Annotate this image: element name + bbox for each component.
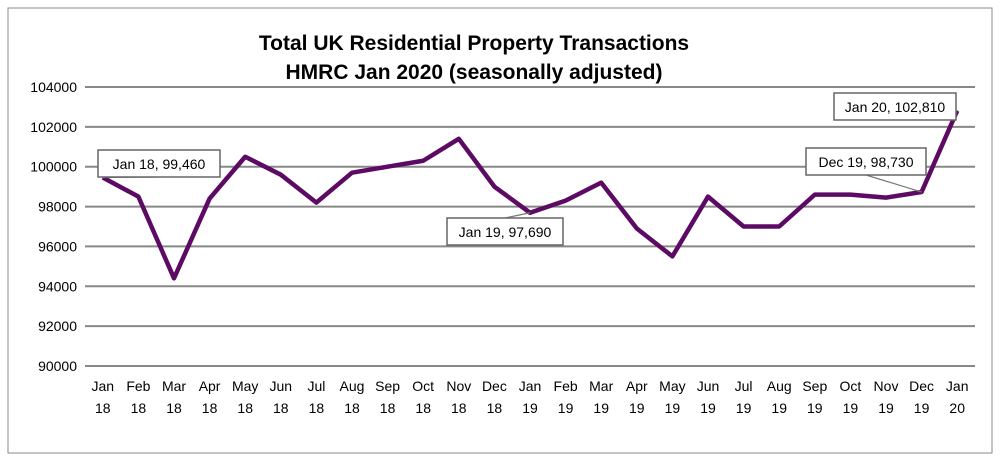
y-tick-label: 96000 bbox=[38, 238, 77, 254]
x-tick-label: 19 bbox=[593, 400, 609, 416]
x-tick-label: Feb bbox=[554, 378, 578, 394]
x-tick-label: Feb bbox=[126, 378, 150, 394]
data-point bbox=[244, 156, 246, 158]
y-tick-label: 102000 bbox=[30, 119, 77, 135]
x-tick-label: Nov bbox=[874, 378, 899, 394]
x-tick-label: Oct bbox=[412, 378, 434, 394]
annotation-label: Jan 20, 102,810 bbox=[845, 99, 946, 115]
data-point bbox=[778, 226, 780, 227]
x-tick-label: Sep bbox=[375, 378, 400, 394]
x-tick-label: Jan bbox=[92, 378, 115, 394]
x-tick-label: 18 bbox=[415, 400, 431, 416]
x-tick-label: 19 bbox=[700, 400, 716, 416]
x-tick-label: 18 bbox=[309, 400, 325, 416]
x-tick-label: 19 bbox=[665, 400, 681, 416]
data-point bbox=[671, 255, 673, 257]
y-tick-label: 94000 bbox=[38, 278, 77, 294]
data-point bbox=[565, 200, 567, 202]
x-tick-label: Jan bbox=[519, 378, 542, 394]
data-point bbox=[387, 166, 389, 168]
x-tick-label: Apr bbox=[626, 378, 648, 394]
x-tick-label: 19 bbox=[629, 400, 645, 416]
x-tick-label: 18 bbox=[166, 400, 182, 416]
x-tick-label: Aug bbox=[340, 378, 365, 394]
x-tick-label: Jan bbox=[946, 378, 969, 394]
x-tick-label: 18 bbox=[131, 400, 147, 416]
x-tick-label: Oct bbox=[840, 378, 862, 394]
annotation-label: Jan 19, 97,690 bbox=[459, 224, 552, 240]
x-tick-label: Jun bbox=[270, 378, 293, 394]
y-tick-label: 98000 bbox=[38, 199, 77, 215]
x-tick-label: Apr bbox=[199, 378, 221, 394]
x-tick-label: 19 bbox=[522, 400, 538, 416]
x-tick-label: 20 bbox=[949, 400, 965, 416]
annotation-box bbox=[833, 92, 957, 121]
x-tick-label: Sep bbox=[802, 378, 827, 394]
x-tick-label: Jul bbox=[735, 378, 753, 394]
x-tick-label: 18 bbox=[237, 400, 253, 416]
data-point bbox=[885, 197, 887, 199]
annotation-leader bbox=[865, 174, 922, 193]
annotation-box bbox=[97, 149, 221, 178]
x-tick-label: 19 bbox=[807, 400, 823, 416]
data-point bbox=[636, 227, 638, 229]
data-point bbox=[280, 174, 282, 176]
x-tick-label: Dec bbox=[909, 378, 934, 394]
data-point bbox=[849, 194, 851, 196]
x-tick-label: 18 bbox=[95, 400, 111, 416]
data-point bbox=[137, 196, 139, 198]
y-tick-label: 100000 bbox=[30, 159, 77, 175]
x-tick-label: Mar bbox=[162, 378, 186, 394]
annotation-label: Jan 18, 99,460 bbox=[113, 156, 206, 172]
x-tick-label: 18 bbox=[451, 400, 467, 416]
data-point bbox=[422, 160, 424, 162]
x-tick-label: 19 bbox=[914, 400, 930, 416]
x-tick-label: Jul bbox=[307, 378, 325, 394]
annotation-box bbox=[805, 147, 927, 176]
data-point bbox=[315, 202, 317, 204]
x-tick-label: 18 bbox=[202, 400, 218, 416]
x-tick-label: 18 bbox=[487, 400, 503, 416]
annotation-leader bbox=[504, 212, 531, 219]
chart-title: Total UK Residential Property Transactio… bbox=[259, 32, 689, 55]
x-tick-label: Dec bbox=[482, 378, 507, 394]
x-tick-label: 18 bbox=[344, 400, 360, 416]
data-point bbox=[458, 138, 460, 140]
x-tick-label: May bbox=[232, 378, 258, 394]
data-point bbox=[493, 186, 495, 188]
y-tick-label: 90000 bbox=[38, 358, 77, 374]
x-tick-label: Nov bbox=[446, 378, 471, 394]
y-tick-label: 104000 bbox=[30, 79, 77, 95]
chart-subtitle: HMRC Jan 2020 (seasonally adjusted) bbox=[286, 61, 663, 84]
x-tick-label: May bbox=[659, 378, 685, 394]
x-tick-label: Jun bbox=[697, 378, 720, 394]
x-tick-label: 18 bbox=[380, 400, 396, 416]
data-point bbox=[707, 196, 709, 198]
x-tick-label: 18 bbox=[273, 400, 289, 416]
data-point bbox=[173, 277, 175, 279]
annotation-label: Dec 19, 98,730 bbox=[819, 154, 914, 170]
x-tick-label: Aug bbox=[767, 378, 792, 394]
annotation-box bbox=[446, 217, 564, 246]
x-tick-label: 19 bbox=[558, 400, 574, 416]
data-point bbox=[814, 194, 816, 196]
data-point bbox=[600, 182, 602, 184]
data-point bbox=[351, 172, 353, 174]
x-tick-label: 19 bbox=[771, 400, 787, 416]
x-tick-label: 19 bbox=[878, 400, 894, 416]
data-point bbox=[743, 226, 745, 227]
data-point bbox=[209, 198, 211, 200]
y-tick-label: 92000 bbox=[38, 318, 77, 334]
x-tick-label: 19 bbox=[736, 400, 752, 416]
x-tick-label: 19 bbox=[843, 400, 859, 416]
x-tick-label: Mar bbox=[589, 378, 613, 394]
